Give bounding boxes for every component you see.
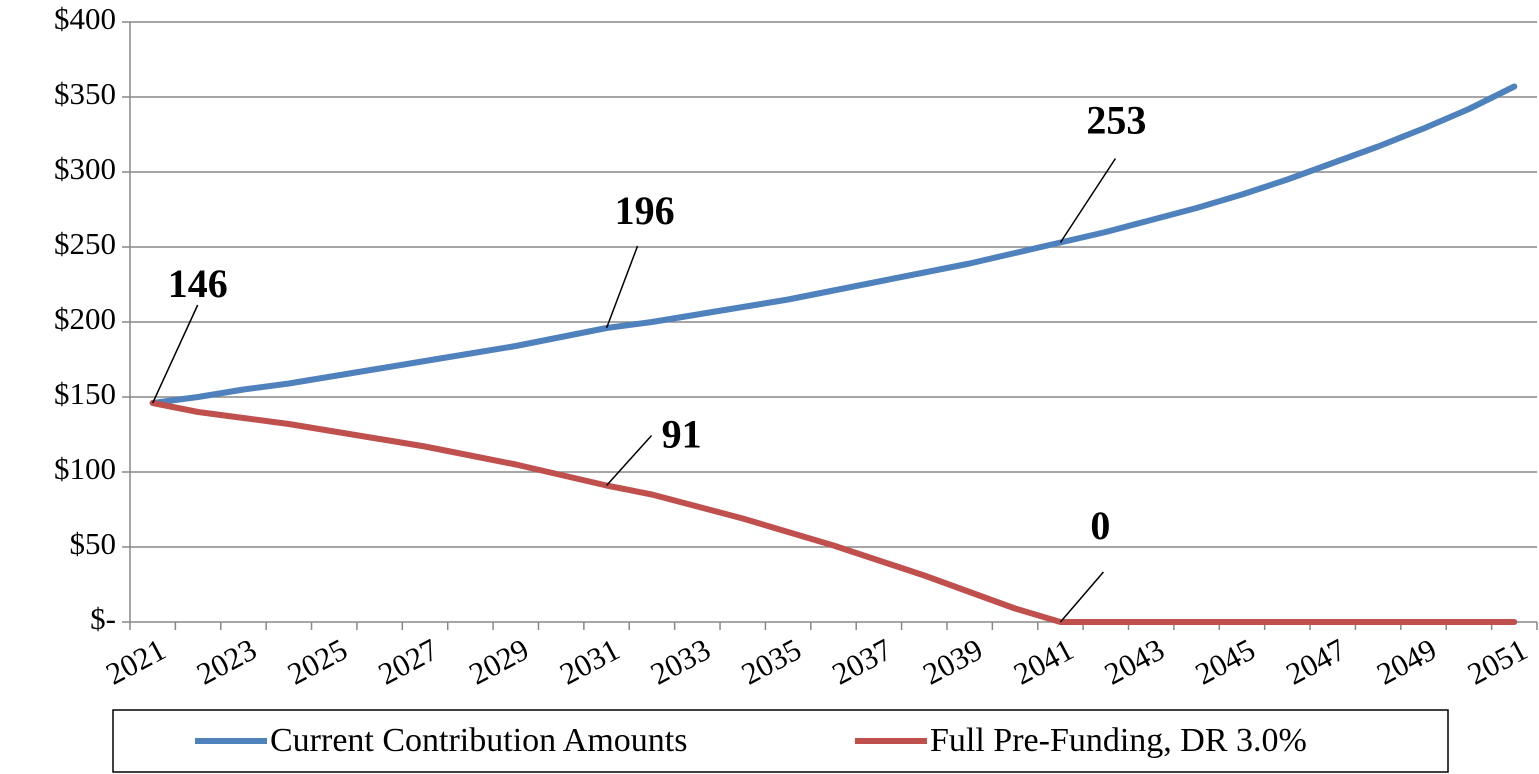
x-tick-label: 2043 bbox=[1099, 632, 1170, 692]
x-tick-label: 2047 bbox=[1280, 632, 1351, 692]
legend-label: Full Pre-Funding, DR 3.0% bbox=[930, 722, 1307, 759]
x-tick-label: 2039 bbox=[917, 632, 988, 692]
leader-line bbox=[1059, 571, 1105, 623]
legend-box bbox=[112, 709, 1449, 773]
y-tick-label: $400 bbox=[54, 1, 116, 36]
y-tick-label: $150 bbox=[54, 376, 116, 411]
x-tick-label: 2045 bbox=[1189, 632, 1260, 692]
data-label: 146 bbox=[168, 261, 228, 306]
x-tick-label: 2037 bbox=[826, 632, 897, 692]
x-tick-label: 2041 bbox=[1008, 632, 1079, 692]
y-tick-label: $300 bbox=[54, 151, 116, 186]
data-label: 253 bbox=[1086, 98, 1146, 143]
leader-line bbox=[1059, 158, 1117, 243]
data-label: 196 bbox=[615, 188, 675, 233]
leader-line bbox=[606, 434, 653, 487]
x-tick-label: 2021 bbox=[100, 632, 171, 692]
leader-line bbox=[152, 304, 199, 404]
x-tick-label: 2035 bbox=[736, 632, 807, 692]
data-label: 91 bbox=[662, 412, 702, 457]
series-line bbox=[149, 400, 1518, 625]
x-tick-label: 2051 bbox=[1462, 632, 1533, 692]
y-tick-label: $100 bbox=[54, 451, 116, 486]
x-tick-label: 2025 bbox=[282, 632, 353, 692]
leader-line bbox=[605, 245, 639, 329]
x-tick-label: 2029 bbox=[463, 632, 534, 692]
x-tick-label: 2027 bbox=[372, 632, 443, 692]
legend-label: Current Contribution Amounts bbox=[270, 722, 687, 759]
y-tick-label: $350 bbox=[54, 76, 116, 111]
x-tick-label: 2049 bbox=[1371, 632, 1442, 692]
series-line bbox=[149, 83, 1518, 406]
y-tick-label: $200 bbox=[54, 301, 116, 336]
y-tick-label: $- bbox=[90, 601, 116, 636]
y-tick-label: $50 bbox=[70, 526, 117, 561]
x-tick-label: 2031 bbox=[554, 632, 625, 692]
y-tick-label: $250 bbox=[54, 226, 116, 261]
data-label: 0 bbox=[1090, 503, 1110, 548]
x-tick-label: 2023 bbox=[191, 632, 262, 692]
x-tick-label: 2033 bbox=[645, 632, 716, 692]
